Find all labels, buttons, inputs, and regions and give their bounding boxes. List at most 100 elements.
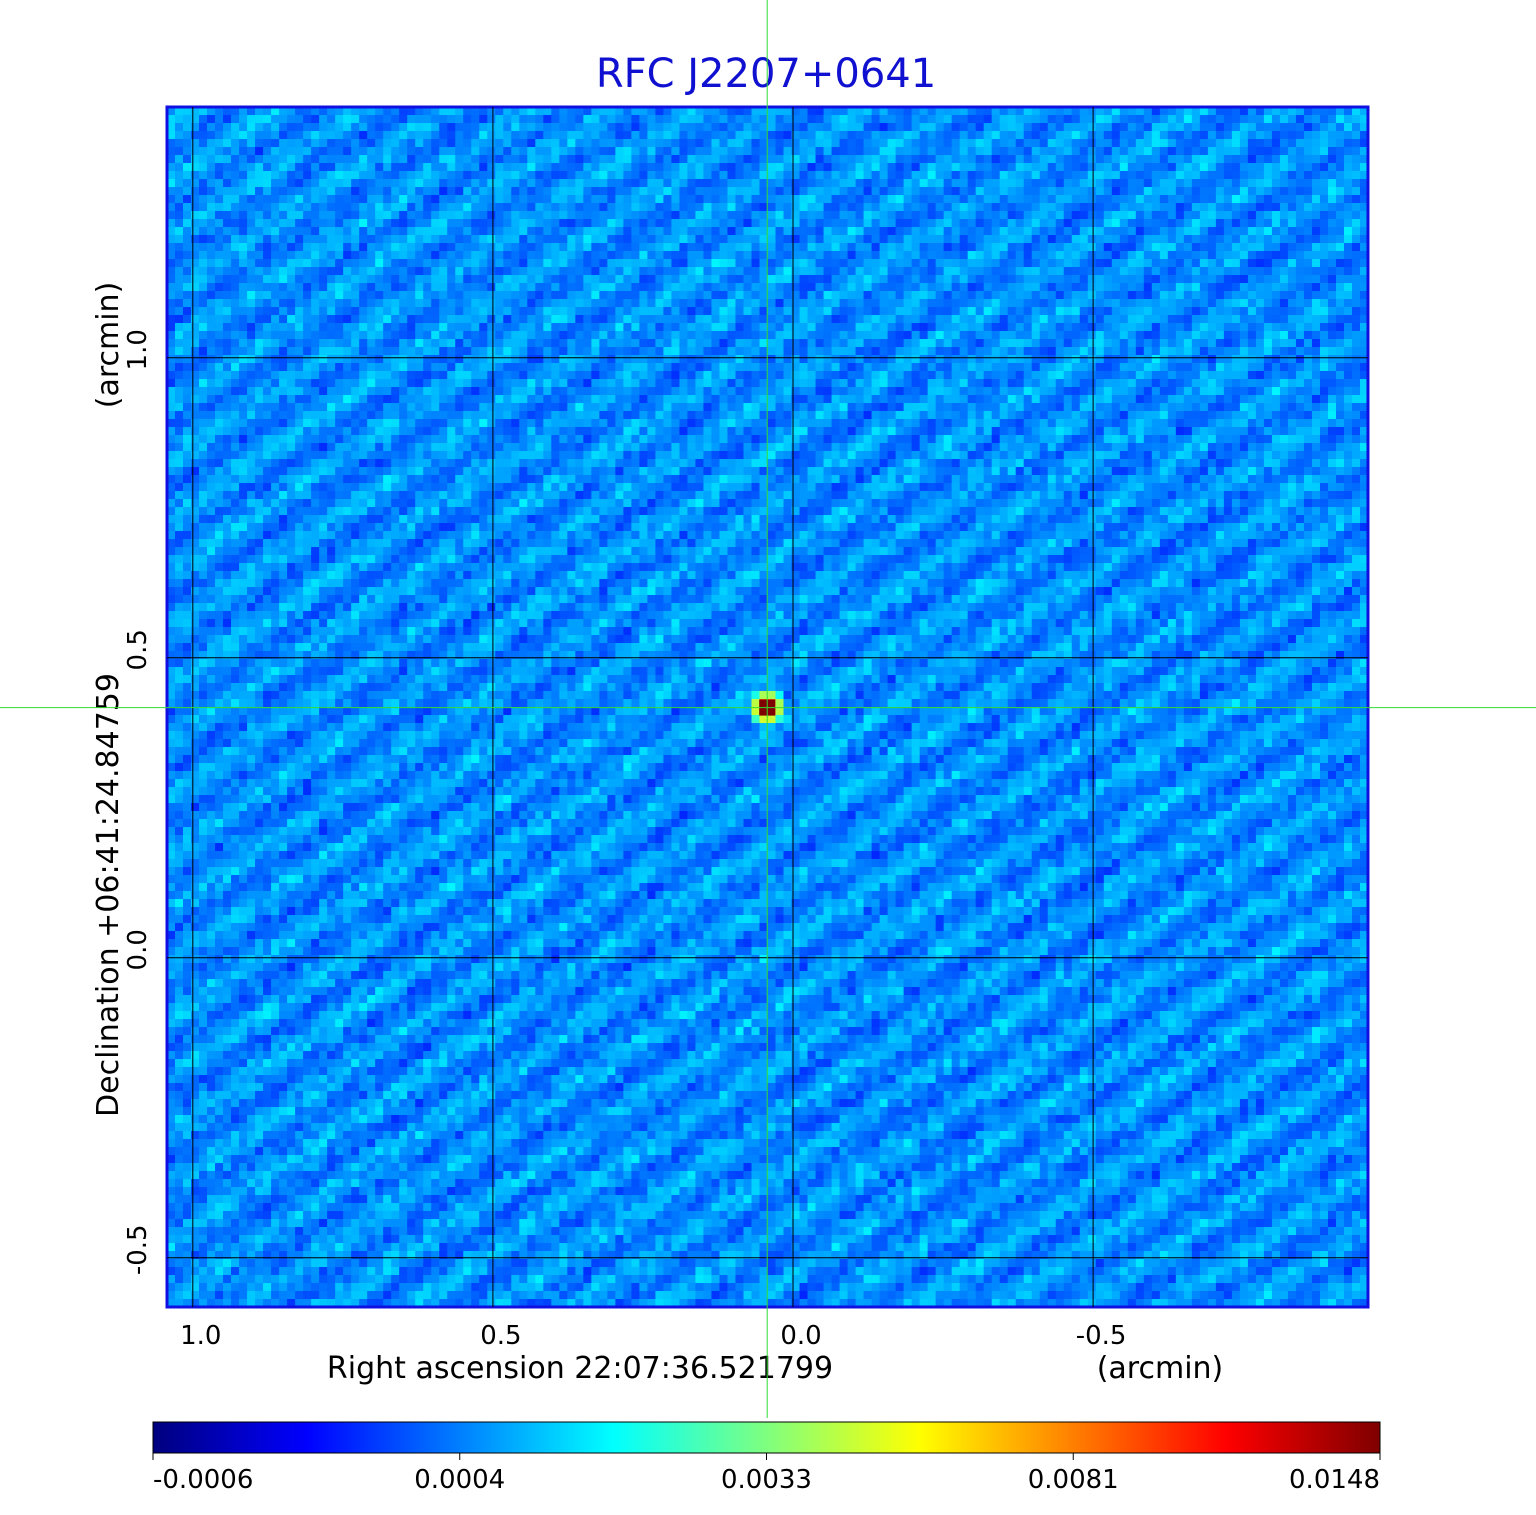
pixel <box>1024 155 1033 164</box>
pixel <box>287 307 296 316</box>
pixel <box>928 139 937 148</box>
pixel <box>215 307 224 316</box>
pixel <box>992 267 1001 276</box>
pixel <box>976 235 985 244</box>
pixel <box>279 235 288 244</box>
pixel <box>359 203 368 212</box>
pixel <box>832 291 841 300</box>
pixel <box>1176 267 1185 276</box>
pixel <box>1296 299 1305 308</box>
pixel <box>263 171 272 180</box>
pixel <box>711 163 720 172</box>
pixel <box>776 275 785 284</box>
pixel <box>1336 243 1345 252</box>
pixel <box>663 259 672 268</box>
pixel <box>872 139 881 148</box>
pixel <box>848 163 857 172</box>
pixel <box>1216 163 1225 172</box>
pixel <box>215 267 224 276</box>
pixel <box>431 115 440 124</box>
pixel <box>215 211 224 220</box>
pixel <box>1296 251 1305 260</box>
pixel <box>575 163 584 172</box>
pixel <box>559 259 568 268</box>
pixel <box>623 179 632 188</box>
pixel <box>599 115 608 124</box>
pixel <box>1344 227 1353 236</box>
pixel <box>199 131 208 140</box>
pixel <box>1176 179 1185 188</box>
pixel <box>423 227 432 236</box>
pixel <box>743 155 752 164</box>
pixel <box>1152 243 1161 252</box>
pixel <box>1312 147 1321 156</box>
pixel <box>1312 179 1321 188</box>
pixel <box>207 123 216 132</box>
pixel <box>968 187 977 196</box>
pixel <box>800 203 809 212</box>
pixel <box>431 179 440 188</box>
pixel <box>647 115 656 124</box>
pixel <box>279 283 288 292</box>
pixel <box>1240 219 1249 228</box>
pixel <box>1104 163 1113 172</box>
pixel <box>471 203 480 212</box>
pixel <box>832 251 841 260</box>
pixel <box>904 259 913 268</box>
pixel <box>543 251 552 260</box>
pixel <box>1328 299 1337 308</box>
pixel <box>944 251 953 260</box>
pixel <box>751 171 760 180</box>
pixel <box>447 139 456 148</box>
pixel <box>319 171 328 180</box>
pixel <box>1008 203 1017 212</box>
pixel <box>615 283 624 292</box>
pixel <box>1088 275 1097 284</box>
pixel <box>407 115 416 124</box>
pixel <box>647 195 656 204</box>
pixel <box>287 243 296 252</box>
pixel <box>215 243 224 252</box>
pixel <box>423 211 432 220</box>
pixel <box>615 147 624 156</box>
pixel <box>279 203 288 212</box>
pixel <box>471 147 480 156</box>
pixel <box>703 243 712 252</box>
pixel <box>1072 171 1081 180</box>
pixel <box>888 211 897 220</box>
pixel <box>311 163 320 172</box>
pixel <box>1288 227 1297 236</box>
pixel <box>727 283 736 292</box>
pixel <box>1048 291 1057 300</box>
pixel <box>599 211 608 220</box>
pixel <box>1160 123 1169 132</box>
pixel <box>1144 171 1153 180</box>
pixel <box>567 243 576 252</box>
pixel <box>968 147 977 156</box>
pixel <box>727 219 736 228</box>
pixel <box>1176 147 1185 156</box>
pixel <box>575 243 584 252</box>
pixel <box>615 251 624 260</box>
pixel <box>271 275 280 284</box>
pixel <box>551 291 560 300</box>
pixel <box>824 275 833 284</box>
pixel <box>439 299 448 308</box>
pixel <box>223 179 232 188</box>
pixel <box>1256 203 1265 212</box>
pixel <box>263 227 272 236</box>
pixel <box>1176 283 1185 292</box>
pixel <box>896 291 905 300</box>
pixel <box>1144 219 1153 228</box>
pixel <box>984 267 993 276</box>
pixel <box>607 195 616 204</box>
pixel <box>880 195 889 204</box>
pixel <box>479 227 488 236</box>
pixel <box>768 195 777 204</box>
pixel <box>840 227 849 236</box>
pixel <box>848 283 857 292</box>
pixel <box>1336 219 1345 228</box>
pixel <box>311 139 320 148</box>
pixel <box>335 139 344 148</box>
pixel <box>1304 115 1313 124</box>
